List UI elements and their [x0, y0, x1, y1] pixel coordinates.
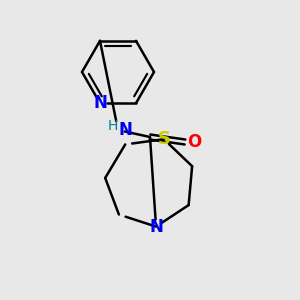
- Text: N: N: [118, 121, 132, 139]
- Text: N: N: [149, 218, 163, 236]
- Text: H: H: [108, 119, 118, 133]
- Text: S: S: [158, 130, 170, 148]
- Text: O: O: [187, 133, 201, 151]
- Text: N: N: [93, 94, 107, 112]
